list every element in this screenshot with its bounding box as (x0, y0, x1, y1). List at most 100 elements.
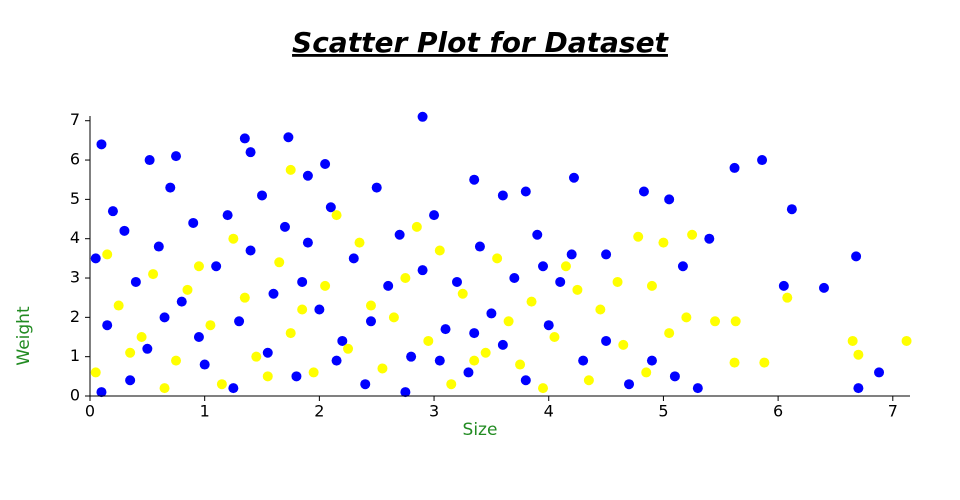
point (216, 379, 227, 390)
x-tick-label: 5 (658, 402, 668, 421)
point (566, 249, 577, 260)
point (526, 296, 537, 307)
point (205, 320, 216, 331)
point (354, 237, 365, 248)
point (107, 206, 118, 217)
point (96, 139, 107, 150)
point (681, 312, 692, 323)
point (677, 261, 688, 272)
point (325, 202, 336, 213)
y-tick-label: 2 (70, 307, 80, 326)
point (331, 355, 342, 366)
point (245, 147, 256, 158)
point (509, 273, 520, 284)
point (782, 292, 793, 303)
point (572, 284, 583, 295)
point (729, 162, 740, 173)
point (497, 339, 508, 350)
point (388, 312, 399, 323)
point (612, 276, 623, 287)
point (406, 351, 417, 362)
point (320, 158, 331, 169)
point (343, 343, 354, 354)
point (394, 229, 405, 240)
point (159, 383, 170, 394)
point (417, 265, 428, 276)
point (704, 233, 715, 244)
point (331, 210, 342, 221)
point (847, 335, 858, 346)
x-tick-label: 4 (544, 402, 554, 421)
point (365, 316, 376, 327)
point (440, 324, 451, 335)
point (658, 237, 669, 248)
point (148, 269, 159, 280)
point (153, 241, 164, 252)
point (308, 367, 319, 378)
x-tick-label: 1 (200, 402, 210, 421)
point (188, 217, 199, 228)
y-tick-label: 7 (70, 110, 80, 129)
point (102, 249, 113, 260)
point (125, 347, 136, 358)
x-tick-label: 6 (773, 402, 783, 421)
point (377, 363, 388, 374)
points (90, 111, 912, 398)
point (874, 367, 885, 378)
point (400, 387, 411, 398)
point (302, 237, 313, 248)
point (538, 261, 549, 272)
point (583, 375, 594, 386)
point (239, 133, 250, 144)
point (457, 288, 468, 299)
point (692, 383, 703, 394)
y-axis-label: Weight (14, 306, 34, 366)
point (474, 241, 485, 252)
point (193, 261, 204, 272)
point (434, 355, 445, 366)
y-tick-label: 6 (70, 150, 80, 169)
point (176, 296, 187, 307)
point (171, 355, 182, 366)
point (125, 375, 136, 386)
point (560, 261, 571, 272)
point (251, 351, 262, 362)
point (497, 190, 508, 201)
point (480, 347, 491, 358)
y-tick-label: 4 (70, 228, 80, 247)
point (285, 164, 296, 175)
point (400, 273, 411, 284)
y-tick-label: 1 (70, 346, 80, 365)
point (130, 276, 141, 287)
point (182, 284, 193, 295)
point (171, 151, 182, 162)
point (228, 233, 239, 244)
point (778, 280, 789, 291)
point (365, 300, 376, 311)
point (730, 316, 741, 327)
point (759, 357, 770, 368)
point (297, 304, 308, 315)
point (320, 280, 331, 291)
point (283, 132, 294, 143)
point (469, 328, 480, 339)
point (234, 316, 245, 327)
point (222, 210, 233, 221)
point (348, 253, 359, 264)
point (90, 367, 101, 378)
point (136, 332, 147, 343)
point (568, 172, 579, 183)
point (268, 288, 279, 299)
point (429, 210, 440, 221)
point (211, 261, 222, 272)
point (520, 186, 531, 197)
point (492, 253, 503, 264)
point (469, 174, 480, 185)
point (302, 170, 313, 181)
point (144, 155, 155, 166)
point (257, 190, 268, 201)
point (274, 257, 285, 268)
x-tick-label: 3 (429, 402, 439, 421)
y-tick-label: 0 (70, 386, 80, 405)
